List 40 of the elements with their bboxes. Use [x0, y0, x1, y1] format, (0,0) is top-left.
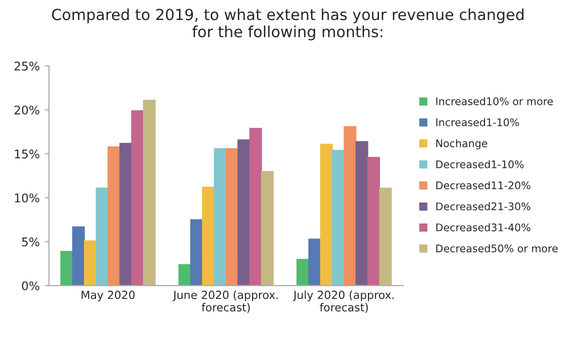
- x-tick-label: May 2020: [82, 290, 135, 302]
- legend-label: Decreased50% or more: [436, 244, 558, 252]
- bar: [261, 170, 274, 286]
- legend-label: Decreased31-40%: [436, 223, 530, 232]
- bar: [108, 146, 120, 286]
- bar: [344, 126, 356, 286]
- y-tick-label: 0%: [22, 281, 40, 290]
- bar: [320, 144, 333, 286]
- legend-label: Increased10% or more: [436, 97, 553, 106]
- bar: [119, 142, 132, 286]
- chart-title: Compared to 2019, to what extent has your revenue changed for the following months:: [52, 8, 524, 40]
- bar: [214, 148, 226, 286]
- legend-label: Decreased11-20%: [436, 181, 530, 190]
- bar: [190, 219, 203, 286]
- bar: [356, 141, 368, 286]
- bar: [296, 258, 310, 286]
- bar: [226, 148, 238, 286]
- bar: [202, 186, 215, 286]
- x-tick-label: June 2020 (approx. forecast): [172, 290, 278, 313]
- bar: [72, 226, 85, 286]
- bar: [332, 150, 345, 286]
- bar: [143, 100, 156, 286]
- y-tick-label: 20%: [14, 106, 40, 115]
- bar: [84, 240, 97, 286]
- bar: [379, 188, 392, 286]
- bar: [131, 110, 144, 286]
- bar: [249, 128, 262, 286]
- legend-label: Nochange: [436, 139, 488, 150]
- legend-label: Decreased1-10%: [436, 160, 524, 168]
- y-tick-label: 5%: [22, 237, 40, 246]
- bar: [308, 238, 321, 286]
- y-tick-label: 25%: [14, 62, 40, 71]
- bar: [96, 188, 108, 286]
- legend-label: Decreased21-30%: [436, 202, 530, 210]
- y-tick-label: 10%: [14, 193, 40, 202]
- x-tick-label: July 2020 (approx. forecast): [292, 290, 394, 313]
- y-tick-label: 15%: [14, 150, 40, 158]
- bar: [367, 156, 380, 286]
- bar: [237, 139, 250, 286]
- legend-label: Increased1-10%: [436, 118, 519, 126]
